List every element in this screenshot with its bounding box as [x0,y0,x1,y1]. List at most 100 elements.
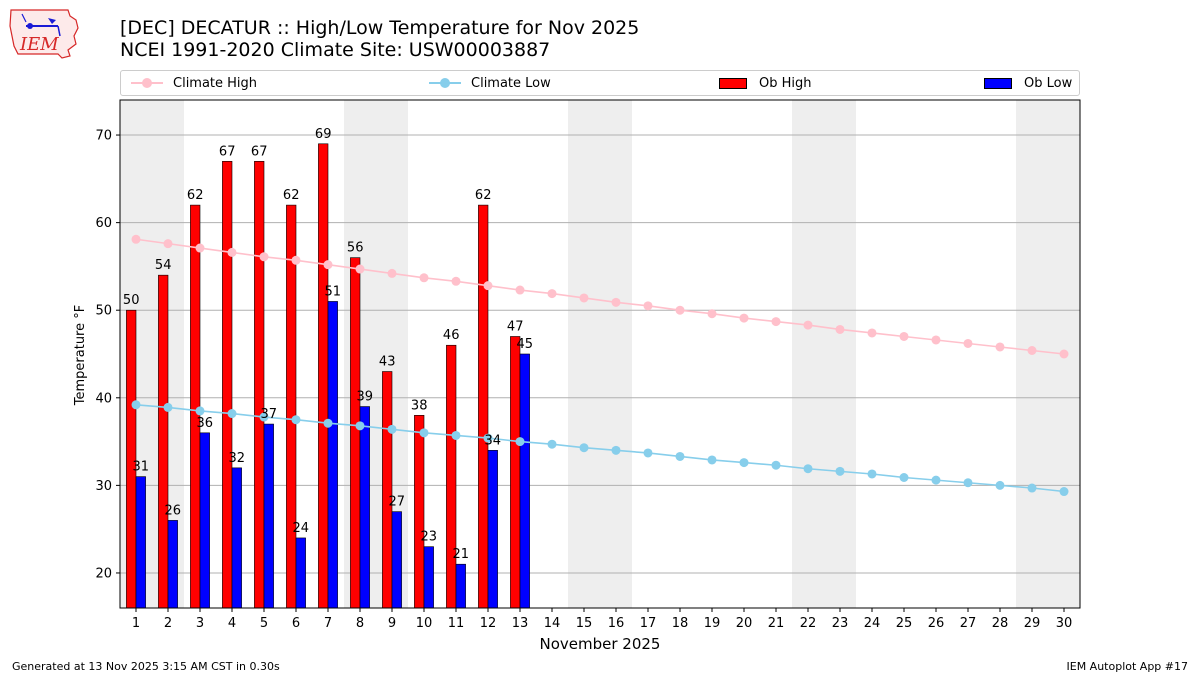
bar-ob-low [263,423,274,609]
point-climate-high [579,293,589,303]
point-climate-low [995,480,1005,490]
point-climate-high [803,320,813,330]
x-tick-label: 2 [164,616,172,631]
bar-ob-high [126,309,137,609]
point-climate-low [131,400,141,410]
point-climate-high [899,331,909,341]
point-climate-low [739,458,749,468]
point-climate-low [963,478,973,488]
data-label-ob-low: 34 [485,433,502,448]
point-climate-low [1059,487,1069,497]
y-tick-label: 30 [95,479,112,494]
point-climate-low [1027,483,1037,493]
point-climate-high [931,335,941,345]
data-label-ob-high: 43 [379,355,396,370]
shaded-band [344,100,408,608]
point-climate-low [387,424,397,434]
x-tick-label: 19 [704,616,721,631]
bar-ob-low [519,353,530,609]
data-label-ob-low: 27 [389,495,406,510]
data-label-ob-low: 37 [261,407,278,422]
bar-ob-high [158,274,169,609]
iem-logo [9,9,79,59]
bars [126,143,530,609]
x-axis-label: November 2025 [540,635,661,653]
footer-app: IEM Autoplot App #17 [1066,660,1189,673]
point-climate-high [995,342,1005,352]
y-axis-label: Temperature °F [73,305,88,406]
data-label-ob-high: 54 [155,258,172,273]
point-climate-high [259,252,269,262]
bar-ob-low [391,511,402,609]
bar-ob-low [359,406,370,609]
x-tick-label: 5 [260,616,268,631]
data-label-ob-low: 24 [293,521,310,536]
legend-swatch-climate-high [131,78,163,88]
point-climate-high [707,309,717,319]
x-tick-label: 11 [448,616,465,631]
shaded-band [568,100,632,608]
point-climate-low [835,466,845,476]
data-label-ob-high: 67 [219,144,236,159]
x-tick-label: 21 [768,616,785,631]
point-climate-high [387,268,397,278]
point-climate-high [515,285,525,295]
point-climate-low [451,430,461,440]
legend-swatch-ob-low [984,77,1012,89]
point-climate-low [899,472,909,482]
point-climate-high [963,338,973,348]
point-climate-low [611,445,621,455]
legend-swatch-climate-low [429,78,461,88]
point-climate-high [483,281,493,291]
x-tick-label: 30 [1056,616,1073,631]
bar-ob-high [318,143,329,609]
legend-item-climate-low: Climate Low [429,71,551,95]
weekend-shading [120,100,1080,608]
x-tick-label: 27 [960,616,977,631]
point-climate-low [259,412,269,422]
data-label-ob-high: 50 [123,293,140,308]
x-tick-label: 28 [992,616,1009,631]
point-climate-high [419,273,429,283]
point-climate-high [675,305,685,315]
data-label-ob-low: 23 [421,530,438,545]
x-tick-label: 25 [896,616,913,631]
bar-ob-high [414,415,425,609]
data-label-ob-high: 62 [475,188,492,203]
point-climate-low [291,415,301,425]
gridlines [120,134,1080,574]
legend-label: Climate Low [471,75,551,91]
legend-item-ob-high: Ob High [719,71,812,95]
x-tick-label: 15 [576,616,593,631]
point-climate-high [195,243,205,253]
point-climate-low [547,439,557,449]
shaded-band [792,100,856,608]
point-climate-high [131,234,141,244]
point-climate-high [739,313,749,323]
plot-frame [119,99,1081,609]
data-label-ob-low: 45 [517,337,534,352]
point-climate-low [323,418,333,428]
x-tick-label: 18 [672,616,689,631]
bar-ob-high [254,161,265,609]
logo-text: IEM [20,34,59,55]
x-tick-label: 12 [480,616,497,631]
y-tick-label: 40 [95,391,112,406]
bar-ob-low [455,563,466,609]
point-climate-high [323,260,333,270]
legend-swatch-ob-high [719,77,747,89]
legend-item-ob-low: Ob Low [984,71,1072,95]
chart-subtitle: NCEI 1991-2020 Climate Site: USW00003887 [120,39,551,61]
point-climate-high [227,247,237,257]
footer-generated: Generated at 13 Nov 2025 3:15 AM CST in … [12,660,280,673]
legend: Climate High Climate Low Ob High Ob Low [120,70,1080,96]
x-tick-label: 14 [544,616,561,631]
climate-lines [131,234,1069,497]
bar-ob-high [350,257,361,609]
point-climate-low [195,406,205,416]
bar-ob-low [167,520,178,609]
bar-ob-high [510,336,521,609]
data-label-ob-high: 62 [283,188,300,203]
point-climate-high [835,324,845,334]
